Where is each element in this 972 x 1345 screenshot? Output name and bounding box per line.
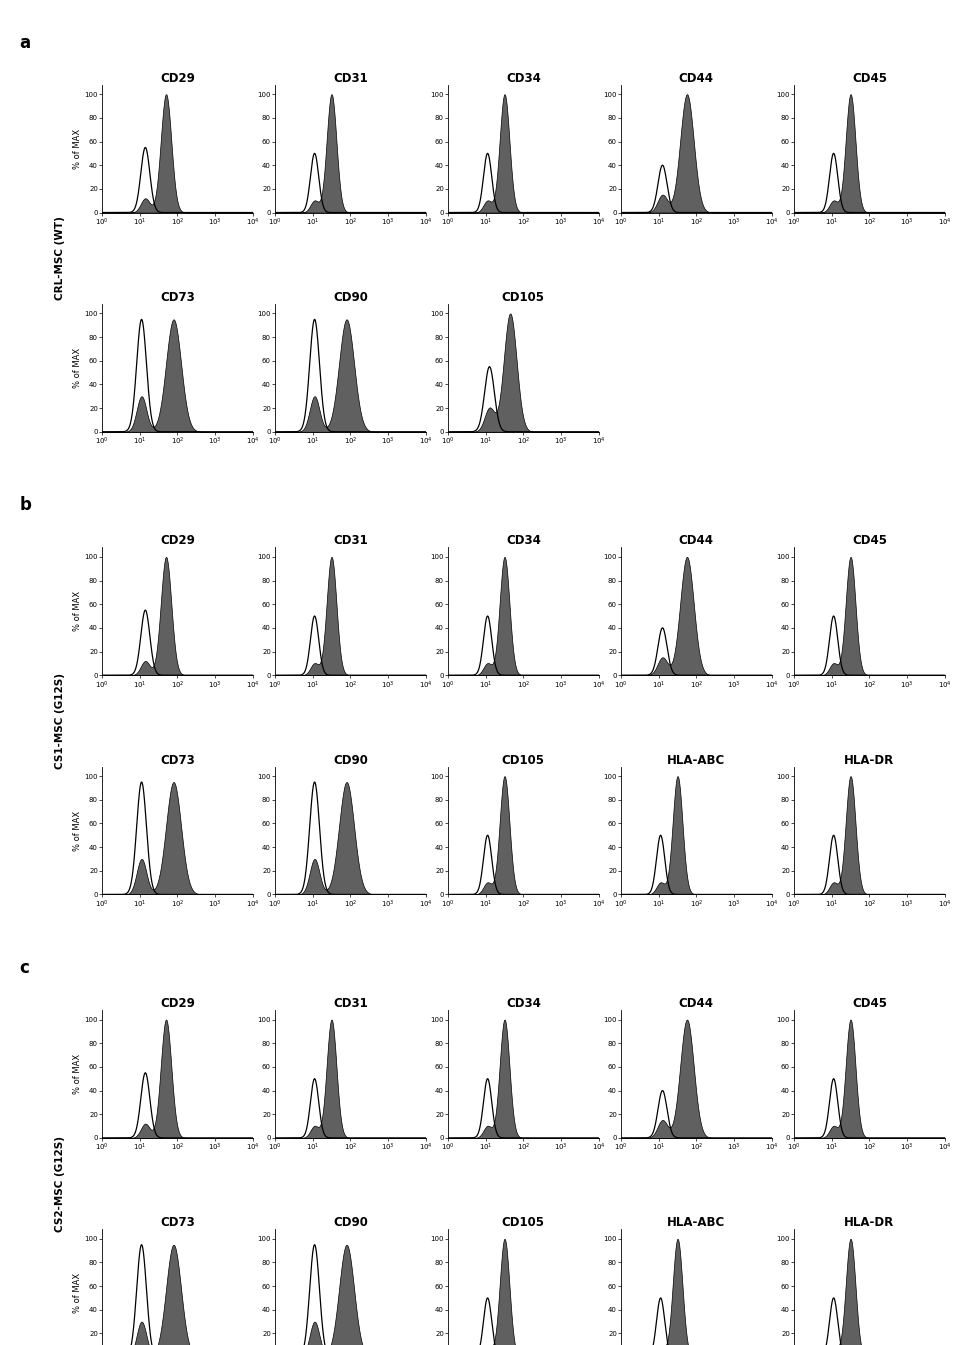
Text: CRL-MSC (WT): CRL-MSC (WT): [55, 217, 65, 300]
Title: CD73: CD73: [160, 753, 194, 767]
Title: CD31: CD31: [333, 534, 367, 547]
Y-axis label: % of MAX: % of MAX: [73, 592, 82, 631]
Y-axis label: % of MAX: % of MAX: [73, 1054, 82, 1093]
Title: CD34: CD34: [505, 534, 540, 547]
Y-axis label: % of MAX: % of MAX: [73, 811, 82, 850]
Title: CD31: CD31: [333, 997, 367, 1010]
Title: CD44: CD44: [678, 997, 713, 1010]
Title: CD31: CD31: [333, 71, 367, 85]
Text: a: a: [19, 34, 30, 51]
Title: HLA-DR: HLA-DR: [845, 1216, 894, 1229]
Title: CD34: CD34: [505, 71, 540, 85]
Text: CS2-MSC (G12S): CS2-MSC (G12S): [55, 1135, 65, 1232]
Y-axis label: % of MAX: % of MAX: [73, 129, 82, 168]
Text: b: b: [19, 496, 31, 514]
Title: CD90: CD90: [332, 291, 367, 304]
Title: CD34: CD34: [505, 997, 540, 1010]
Text: CS1-MSC (G12S): CS1-MSC (G12S): [55, 672, 65, 769]
Title: CD44: CD44: [678, 71, 713, 85]
Title: CD45: CD45: [851, 71, 886, 85]
Text: c: c: [19, 959, 29, 976]
Title: HLA-ABC: HLA-ABC: [667, 753, 725, 767]
Title: CD105: CD105: [502, 1216, 545, 1229]
Title: CD29: CD29: [159, 534, 194, 547]
Y-axis label: % of MAX: % of MAX: [73, 1274, 82, 1313]
Title: CD90: CD90: [332, 753, 367, 767]
Title: CD45: CD45: [851, 997, 886, 1010]
Title: CD73: CD73: [160, 291, 194, 304]
Title: CD45: CD45: [851, 534, 886, 547]
Title: CD29: CD29: [159, 71, 194, 85]
Title: HLA-DR: HLA-DR: [845, 753, 894, 767]
Title: CD90: CD90: [332, 1216, 367, 1229]
Title: CD73: CD73: [160, 1216, 194, 1229]
Title: CD105: CD105: [502, 753, 545, 767]
Y-axis label: % of MAX: % of MAX: [73, 348, 82, 387]
Title: CD105: CD105: [502, 291, 545, 304]
Title: CD29: CD29: [159, 997, 194, 1010]
Title: CD44: CD44: [678, 534, 713, 547]
Title: HLA-ABC: HLA-ABC: [667, 1216, 725, 1229]
